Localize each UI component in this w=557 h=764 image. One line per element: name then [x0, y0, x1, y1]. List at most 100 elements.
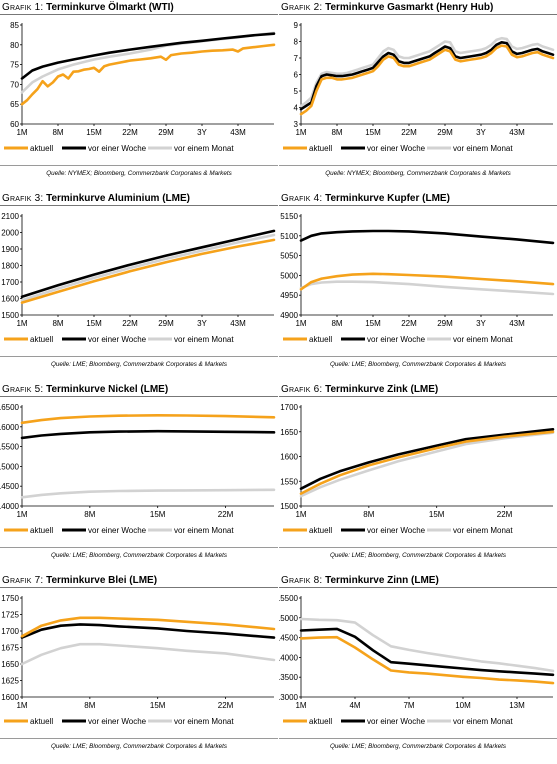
x-tick-label: 1M [295, 128, 306, 137]
y-tick-label: 80 [10, 41, 19, 50]
y-tick-label: 7 [294, 54, 299, 63]
y-tick-label: 14500 [279, 634, 299, 643]
legend-label: vor einer Woche [88, 717, 147, 726]
x-tick-label: 1M [16, 510, 27, 519]
chart-title-text: Terminkurve Ölmarkt (WTI) [46, 2, 174, 13]
chart-title: Grafik 4: Terminkurve Kupfer (LME) [281, 193, 450, 204]
chart-label: Grafik 3: [2, 193, 44, 204]
x-tick-label: 15M [150, 510, 166, 519]
y-tick-label: 85 [10, 21, 19, 30]
legend-label: vor einem Monat [453, 717, 513, 726]
y-tick-label: 1625 [1, 677, 19, 686]
x-tick-label: 15M [365, 319, 381, 328]
legend-label: vor einem Monat [174, 335, 234, 344]
series-line-vor-einer-woche [299, 229, 555, 245]
title-rule [0, 14, 278, 15]
x-tick-label: 22M [218, 510, 234, 519]
series-line-vor-einem-monat [299, 280, 555, 296]
source-rule [279, 547, 557, 548]
series-line-aktuell [20, 616, 276, 638]
line-chart: 1500 1550 1600 1650 1700 1M 8M 15M 22M aktuell vor… [280, 403, 555, 535]
x-tick-label: 3Y [476, 128, 486, 137]
legend-label: vor einer Woche [367, 335, 426, 344]
source-note: Quelle: NYMEX; Bloomberg, Commerzbank Co… [46, 170, 232, 177]
legend-label: vor einer Woche [88, 144, 147, 153]
chart-label: Grafik 1: [2, 2, 44, 13]
legend-label: aktuell [309, 526, 332, 535]
x-tick-label: 22M [401, 128, 417, 137]
y-tick-label: 1600 [280, 453, 298, 462]
series-line-vor-einer-woche [299, 427, 555, 490]
source-rule [0, 356, 278, 357]
y-tick-label: 1650 [1, 660, 19, 669]
source-note: Quelle: LME; Bloomberg, Commerzbank Corp… [50, 361, 228, 368]
series-line-vor-einer-woche [20, 229, 276, 299]
chart-title: Grafik 8: Terminkurve Zinn (LME) [281, 575, 439, 586]
source-note: Quelle: LME; Bloomberg, Commerzbank Corp… [329, 743, 507, 750]
y-tick-label: 1700 [1, 278, 19, 287]
y-tick-label: 1800 [1, 262, 19, 271]
legend-label: aktuell [30, 526, 53, 535]
chart-label: Grafik 5: [2, 384, 44, 395]
x-tick-label: 15M [150, 701, 166, 710]
title-rule [279, 396, 557, 397]
y-tick-label: 9 [294, 21, 299, 30]
x-tick-label: 15M [365, 128, 381, 137]
source-note: Quelle: NYMEX; Bloomberg, Commerzbank Co… [325, 170, 511, 177]
legend-label: aktuell [309, 717, 332, 726]
legend-label: vor einem Monat [453, 335, 513, 344]
legend-label: aktuell [309, 335, 332, 344]
chart-panel-3: Grafik 3: Terminkurve Aluminium (LME) 150… [0, 191, 278, 382]
y-tick-label: 1500 [280, 502, 298, 511]
y-tick-label: 5100 [280, 232, 298, 241]
line-chart: 1500 1600 1700 1800 1900 2000 2100 1M 8M 15M 22M 29… [1, 212, 276, 344]
x-tick-label: 43M [230, 128, 246, 137]
title-rule [0, 205, 278, 206]
title-rule [0, 396, 278, 397]
series-line-vor-einem-monat [299, 431, 555, 498]
y-tick-label: 4900 [280, 311, 298, 320]
legend-label: vor einer Woche [88, 335, 147, 344]
source-note: Quelle: LME; Bloomberg, Commerzbank Corp… [50, 552, 228, 559]
legend-label: vor einer Woche [367, 717, 426, 726]
x-tick-label: 22M [122, 128, 138, 137]
chart-label: Grafik 2: [281, 2, 323, 13]
series-line-aktuell [299, 44, 555, 116]
legend-label: vor einer Woche [88, 526, 147, 535]
y-tick-label: 70 [10, 80, 19, 89]
line-chart: 3 4 5 6 7 8 9 1M 8M 15M 22M 29M 3Y 43M aktuell vor eine… [283, 21, 555, 153]
title-rule [279, 14, 557, 15]
series-line-vor-einem-monat [20, 642, 276, 666]
x-tick-label: 29M [158, 319, 174, 328]
x-tick-label: 29M [158, 128, 174, 137]
y-tick-label: 1600 [1, 693, 19, 702]
series-line-aktuell [20, 43, 276, 106]
legend-label: vor einem Monat [174, 526, 234, 535]
y-tick-label: 75 [10, 61, 19, 70]
x-tick-label: 15M [86, 319, 102, 328]
x-tick-label: 22M [497, 510, 513, 519]
chart-panel-5: Grafik 5: Terminkurve Nickel (LME)140001… [0, 382, 278, 573]
x-tick-label: 29M [437, 128, 453, 137]
chart-title: Grafik 2: Terminkurve Gasmarkt (Henry Hu… [281, 2, 493, 13]
series-line-vor-einer-woche [20, 623, 276, 639]
source-note: Quelle: LME; Bloomberg, Commerzbank Corp… [329, 361, 507, 368]
x-tick-label: 1M [16, 319, 27, 328]
y-tick-label: 2000 [1, 229, 19, 238]
legend-label: vor einem Monat [453, 526, 513, 535]
series-line-aktuell [299, 272, 555, 291]
x-tick-label: 8M [52, 128, 63, 137]
y-tick-label: 2100 [1, 212, 19, 221]
chart-panel-6: Grafik 6: Terminkurve Zink (LME) 1500 1550… [279, 382, 557, 573]
x-tick-label: 43M [509, 319, 525, 328]
source-rule [279, 356, 557, 357]
x-tick-label: 4M [349, 701, 360, 710]
y-tick-label: 1550 [280, 477, 298, 486]
x-tick-label: 3Y [197, 319, 207, 328]
legend-label: vor einem Monat [174, 717, 234, 726]
chart-title: Grafik 5: Terminkurve Nickel (LME) [2, 384, 168, 395]
series-line-vor-einem-monat [20, 488, 276, 499]
chart-panel-7: Grafik 7: Terminkurve Blei (LME) 1600 1625… [0, 573, 278, 764]
chart-title: Grafik 7: Terminkurve Blei (LME) [2, 575, 157, 586]
source-note: Quelle: LME; Bloomberg, Commerzbank Corp… [329, 552, 507, 559]
